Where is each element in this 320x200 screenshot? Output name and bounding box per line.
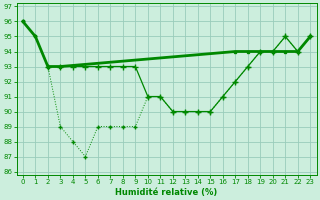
- X-axis label: Humidité relative (%): Humidité relative (%): [116, 188, 218, 197]
